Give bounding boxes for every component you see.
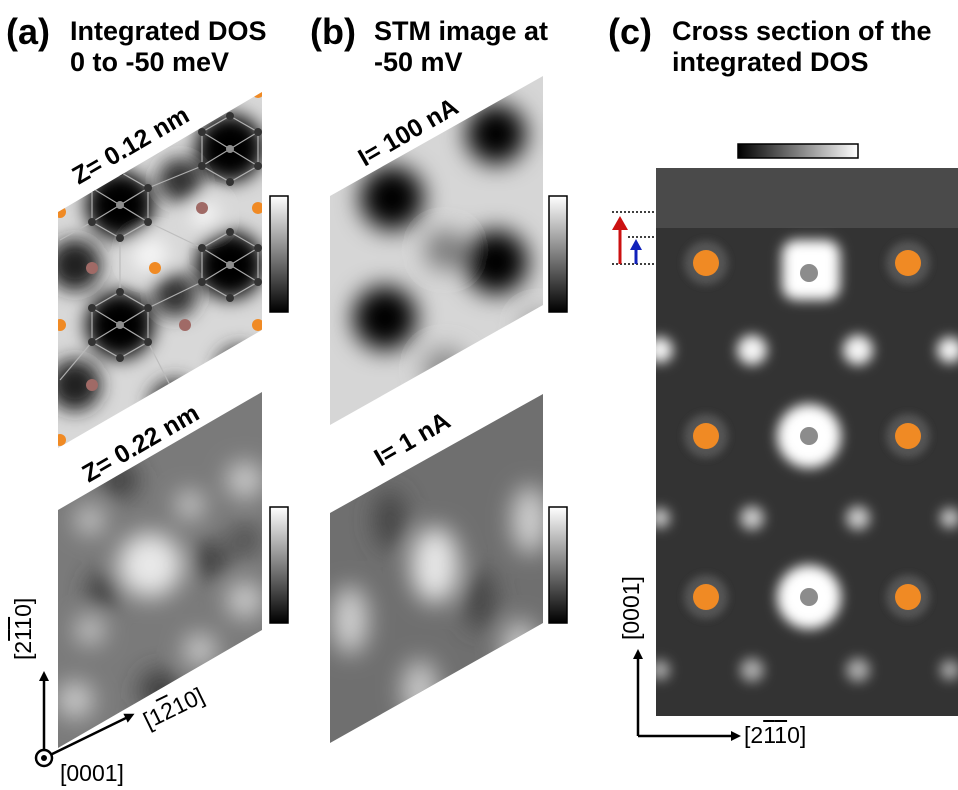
panel-b-title: STM image at -50 mV xyxy=(374,16,548,78)
panel-a-title-line2: 0 to -50 meV xyxy=(70,47,230,77)
panel-c-horizontal-axis-label: [2110] xyxy=(744,722,807,748)
panel-c-image xyxy=(656,168,958,716)
panel-a-top-colorbar xyxy=(269,195,289,313)
panel-a-axes xyxy=(34,671,135,768)
panel-b-bottom-colorbar xyxy=(548,506,568,624)
panel-a-vertical-axis-label: [2110] xyxy=(10,597,36,660)
panel-b-top-colorbar xyxy=(548,195,568,313)
panel-c-vertical-axis-label: [0001] xyxy=(618,576,644,640)
panel-c-title-line2: integrated DOS xyxy=(672,47,869,77)
panel-a-title-line1: Integrated DOS xyxy=(70,16,267,46)
panel-b-title-line2: -50 mV xyxy=(374,47,463,77)
panel-b-letter: (b) xyxy=(310,11,356,52)
panel-c-colorbar xyxy=(737,143,859,159)
panel-c-title-line1: Cross section of the xyxy=(672,16,932,46)
panel-c-axes xyxy=(633,649,741,741)
panel-b-title-line1: STM image at xyxy=(374,16,549,46)
panel-c-letter: (c) xyxy=(608,11,652,52)
panel-a-bottom-colorbar xyxy=(269,506,289,624)
panel-a-title: Integrated DOS 0 to -50 meV xyxy=(70,16,267,78)
panel-c-height-markers xyxy=(612,211,656,265)
panel-c-title: Cross section of the integrated DOS xyxy=(672,16,932,78)
panel-a-out-of-plane-label: [0001] xyxy=(60,760,124,786)
panel-a-letter: (a) xyxy=(6,11,50,52)
